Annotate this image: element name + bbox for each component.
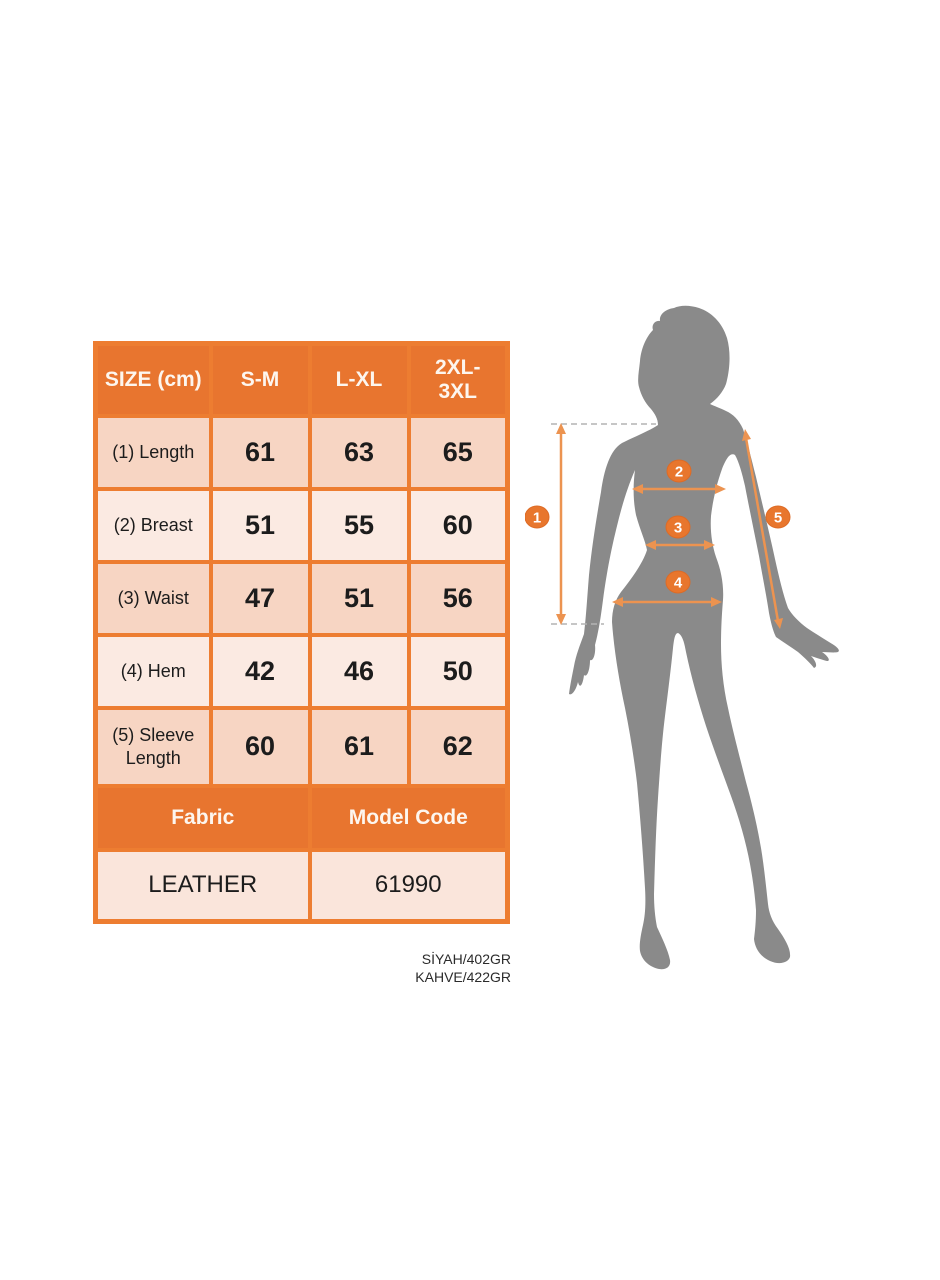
marker-3: 3 bbox=[665, 515, 691, 539]
row-label: (3) Waist bbox=[93, 559, 213, 637]
table-row-hem: (4) Hem 42 46 50 bbox=[93, 632, 510, 710]
hem-arrow bbox=[612, 597, 722, 607]
row-label: (5) Sleeve Length bbox=[93, 705, 213, 788]
fabric-header: Fabric bbox=[93, 783, 312, 852]
color-variant-codes: SİYAH/402GR KAHVE/422GR bbox=[415, 950, 511, 986]
size-table: SIZE (cm) S-M L-XL 2XL-3XL (1) Length 61… bbox=[93, 341, 510, 924]
measurement-value: 61 bbox=[307, 705, 411, 788]
variant-code-line: KAHVE/422GR bbox=[415, 969, 511, 986]
measurement-value: 56 bbox=[406, 559, 510, 637]
table-row-waist: (3) Waist 47 51 56 bbox=[93, 559, 510, 637]
measurement-value: 65 bbox=[406, 413, 510, 491]
marker-1: 1 bbox=[525, 505, 550, 529]
col-header-l-xl: L-XL bbox=[307, 341, 411, 418]
measurement-value: 60 bbox=[406, 486, 510, 564]
measurement-value: 47 bbox=[208, 559, 312, 637]
measurement-value: 50 bbox=[406, 632, 510, 710]
marker-5: 5 bbox=[765, 505, 791, 529]
size-unit-header: SIZE (cm) bbox=[93, 341, 213, 418]
table-row-breast: (2) Breast 51 55 60 bbox=[93, 486, 510, 564]
marker-3-label: 3 bbox=[674, 520, 682, 537]
measurement-value: 51 bbox=[307, 559, 411, 637]
marker-4-label: 4 bbox=[674, 575, 683, 592]
model-code-value: 61990 bbox=[307, 847, 510, 924]
waist-arrow bbox=[645, 540, 715, 550]
measurement-value: 46 bbox=[307, 632, 411, 710]
measurement-figure: 1 2 3 4 5 bbox=[525, 305, 839, 970]
row-label: (1) Length bbox=[93, 413, 213, 491]
breast-arrow bbox=[632, 484, 726, 494]
measurement-value: 60 bbox=[208, 705, 312, 788]
row-label: (4) Hem bbox=[93, 632, 213, 710]
row-label: (2) Breast bbox=[93, 486, 213, 564]
measurement-value: 61 bbox=[208, 413, 312, 491]
col-header-2xl-3xl: 2XL-3XL bbox=[406, 341, 510, 418]
measurement-value: 51 bbox=[208, 486, 312, 564]
measurement-value: 63 bbox=[307, 413, 411, 491]
table-row-length: (1) Length 61 63 65 bbox=[93, 413, 510, 491]
fabric-model-value-row: LEATHER 61990 bbox=[93, 847, 510, 924]
measurement-value: 42 bbox=[208, 632, 312, 710]
marker-4: 4 bbox=[665, 570, 691, 594]
fabric-value: LEATHER bbox=[93, 847, 312, 924]
table-row-sleeve-length: (5) Sleeve Length 60 61 62 bbox=[93, 705, 510, 788]
measurement-value: 55 bbox=[307, 486, 411, 564]
marker-2-label: 2 bbox=[675, 464, 683, 481]
size-table-header-row: SIZE (cm) S-M L-XL 2XL-3XL bbox=[93, 341, 510, 418]
variant-code-line: SİYAH/402GR bbox=[421, 951, 511, 967]
fabric-model-header-row: Fabric Model Code bbox=[93, 783, 510, 852]
sleeve-arrow bbox=[742, 429, 783, 629]
marker-5-label: 5 bbox=[774, 510, 782, 527]
length-arrow bbox=[556, 423, 566, 625]
marker-1-label: 1 bbox=[533, 510, 541, 527]
measurement-value: 62 bbox=[406, 705, 510, 788]
col-header-s-m: S-M bbox=[208, 341, 312, 418]
marker-2: 2 bbox=[666, 459, 692, 483]
woman-silhouette bbox=[569, 305, 839, 970]
model-code-header: Model Code bbox=[307, 783, 510, 852]
